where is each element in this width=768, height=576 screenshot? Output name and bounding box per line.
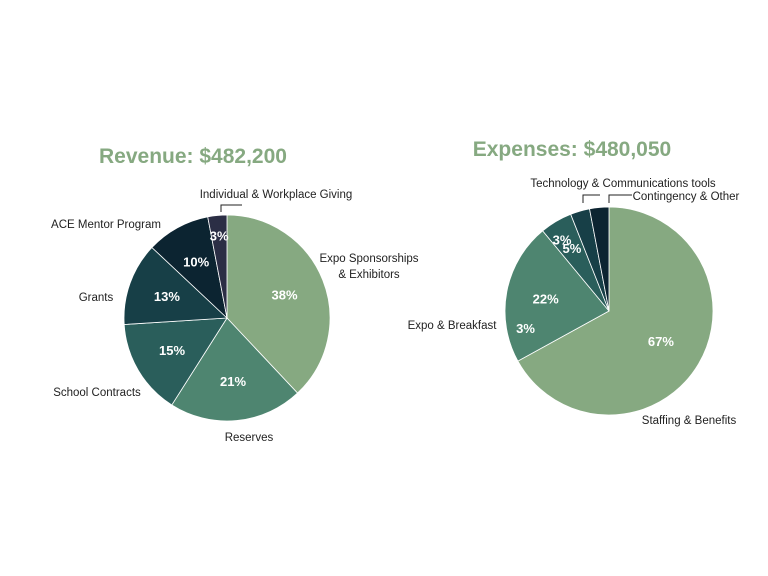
pie-slice-expo-sponsorships-and-exhibitors (226, 214, 331, 394)
pie-value-label-grants: 13% (154, 289, 180, 304)
revenue-pie: 38% Expo Sponsorships & Exhibitors 21% Reser… (51, 189, 419, 444)
pie-slice-individual-and-workplace-giving (207, 214, 228, 319)
pie-value-label-reserves: 21% (220, 374, 246, 389)
pie-value-label-contingency-and-other: 3% (516, 321, 535, 336)
pie-value-label-slice-4: 3% (553, 232, 572, 247)
expenses-chart-title: Expenses: $480,050 (473, 138, 671, 161)
pie-value-label-ace-mentor-program: 10% (183, 255, 209, 270)
pie-value-label-expo-and-breakfast: 22% (533, 291, 559, 306)
pie-category-label-expo-and-breakfast: Expo & Breakfast (408, 320, 498, 332)
pie-category-label-ace-mentor-program: ACE Mentor Program (51, 219, 161, 231)
pie-value-label-expo-sponsorships-and-exhibitors: 38% (271, 288, 297, 303)
pie-category-label-school-contracts: School Contracts (53, 387, 141, 399)
pie-slice-reserves (171, 317, 299, 422)
pie-slice-school-contracts (123, 317, 228, 406)
pie-category-label-technology-and-communications-tools: Technology & Communications tools (530, 178, 716, 190)
pie-value-label-staffing-and-benefits: 67% (648, 334, 674, 349)
leader-line-technology-and-communications-tools (582, 194, 600, 203)
pie-category-label-contingency-and-other: Contingency & Other (633, 191, 740, 203)
revenue-chart-title: Revenue: $482,200 (99, 145, 287, 168)
pie-category-label-grants: Grants (79, 292, 114, 304)
pie-slice-expo-and-breakfast (504, 230, 610, 362)
pie-category-label-reserves: Reserves (225, 432, 274, 444)
leader-line-individual-and-workplace-giving (220, 204, 242, 212)
expenses-pie: 67% Staffing & Benefits 22% Expo & Breakfas… (408, 178, 740, 427)
pie-slice-grants (123, 246, 228, 325)
pie-slice-staffing-and-benefits (517, 206, 714, 416)
pie-category-label-staffing-and-benefits: Staffing & Benefits (642, 415, 737, 427)
pie-value-label-technology-and-communications-tools: 5% (563, 241, 582, 256)
pie-value-label-school-contracts: 15% (159, 343, 185, 358)
pie-category-label-individual-and-workplace-giving: Individual & Workplace Giving (200, 189, 353, 201)
pie-value-label-individual-and-workplace-giving: 3% (210, 229, 229, 244)
pie-category-label-expo-sponsorships-and-exhibitors: Expo Sponsorships & Exhibitors (319, 253, 418, 281)
leader-line-contingency-and-other (608, 194, 632, 203)
pie-slice-slice-4 (589, 206, 610, 312)
